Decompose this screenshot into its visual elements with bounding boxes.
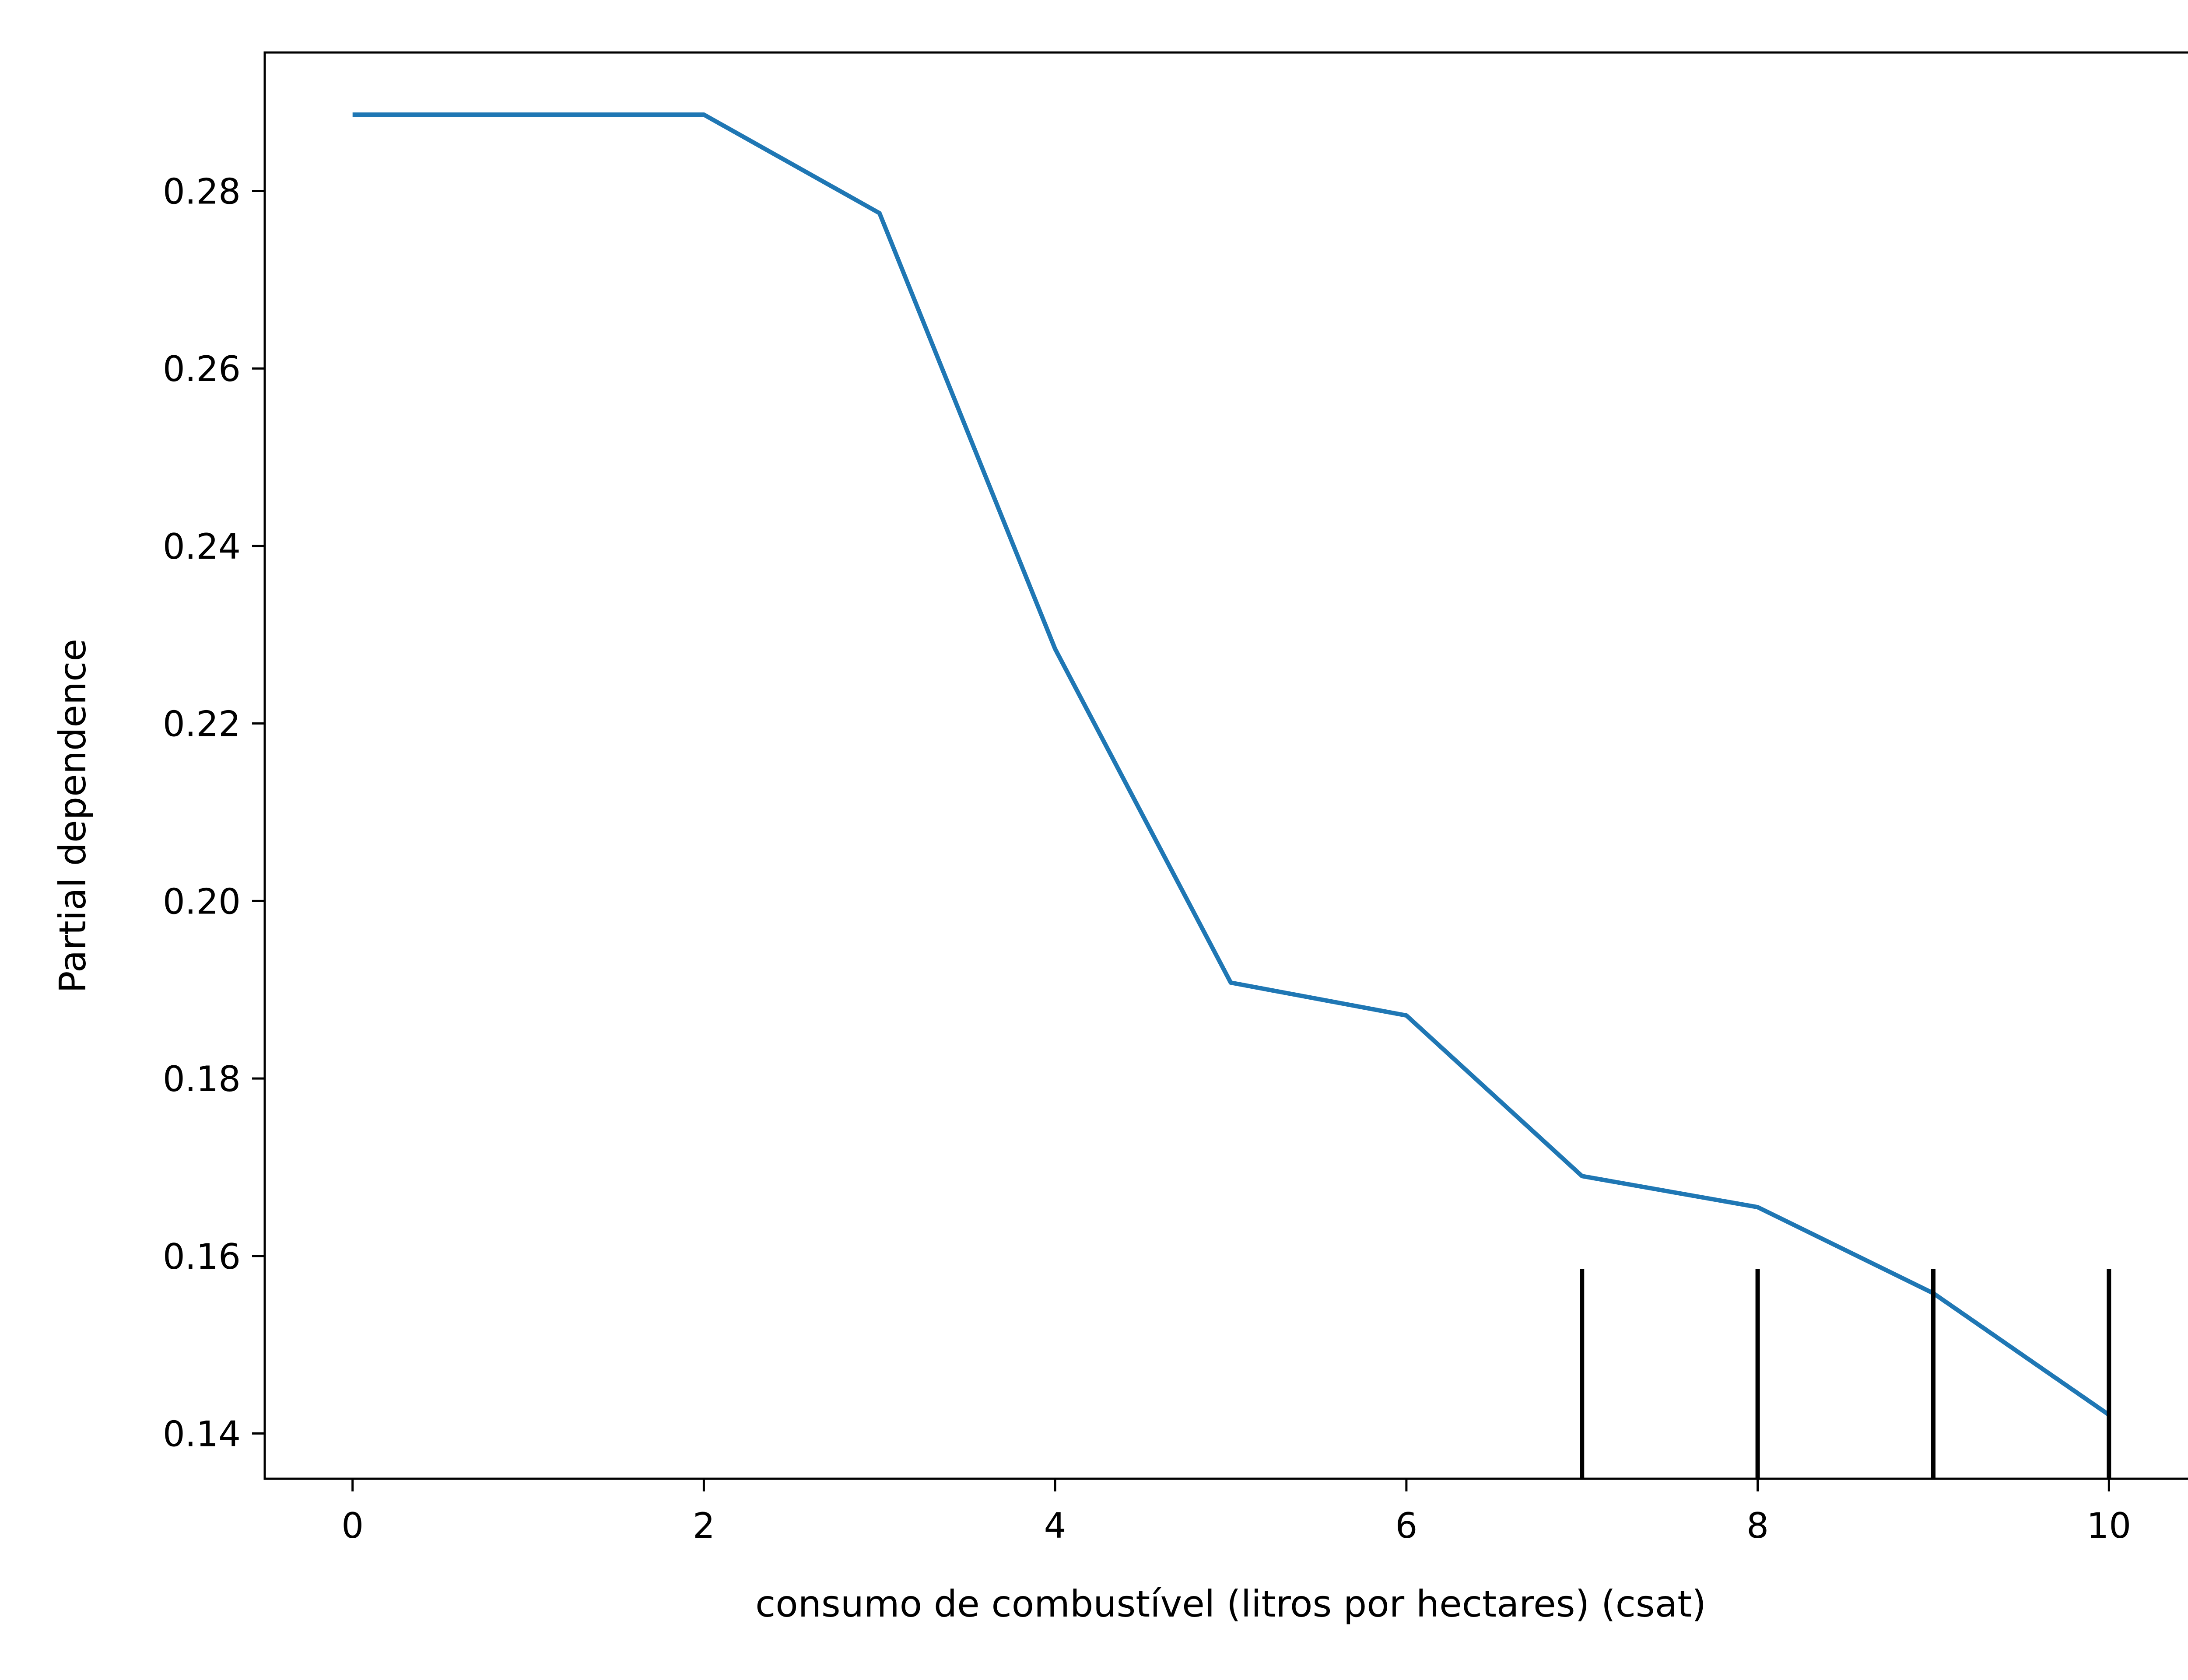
plot-area [352,112,2111,1417]
x-axis-ticks: 0 2 4 6 8 10 [341,1479,2131,1546]
x-tick-label: 0 [341,1505,364,1546]
series-line-0 [352,112,2111,1417]
x-tick-label: 4 [1044,1505,1066,1546]
y-tick-label: 0.16 [163,1236,241,1277]
x-tick-label: 8 [1746,1505,1769,1546]
y-tick-label: 0.26 [163,349,241,389]
y-tick-label: 0.28 [163,171,241,212]
x-axis-label: consumo de combustível (litros por hecta… [755,1582,1706,1625]
x-tick-label: 10 [2086,1505,2131,1546]
y-tick-label: 0.24 [163,526,241,567]
y-tick-label: 0.20 [163,881,241,922]
y-axis-label: Partial dependence [51,639,94,993]
y-tick-label: 0.22 [163,704,241,745]
x-tick-label: 6 [1395,1505,1417,1546]
axes-frame [263,51,2188,1480]
x-tick-label: 2 [693,1505,715,1546]
rug-marks [1580,1269,2111,1479]
y-tick-label: 0.14 [163,1414,241,1455]
y-tick-label: 0.18 [163,1059,241,1099]
y-axis-ticks: 0.14 0.16 0.18 0.20 0.22 0.24 0.26 0.28 [163,171,265,1455]
